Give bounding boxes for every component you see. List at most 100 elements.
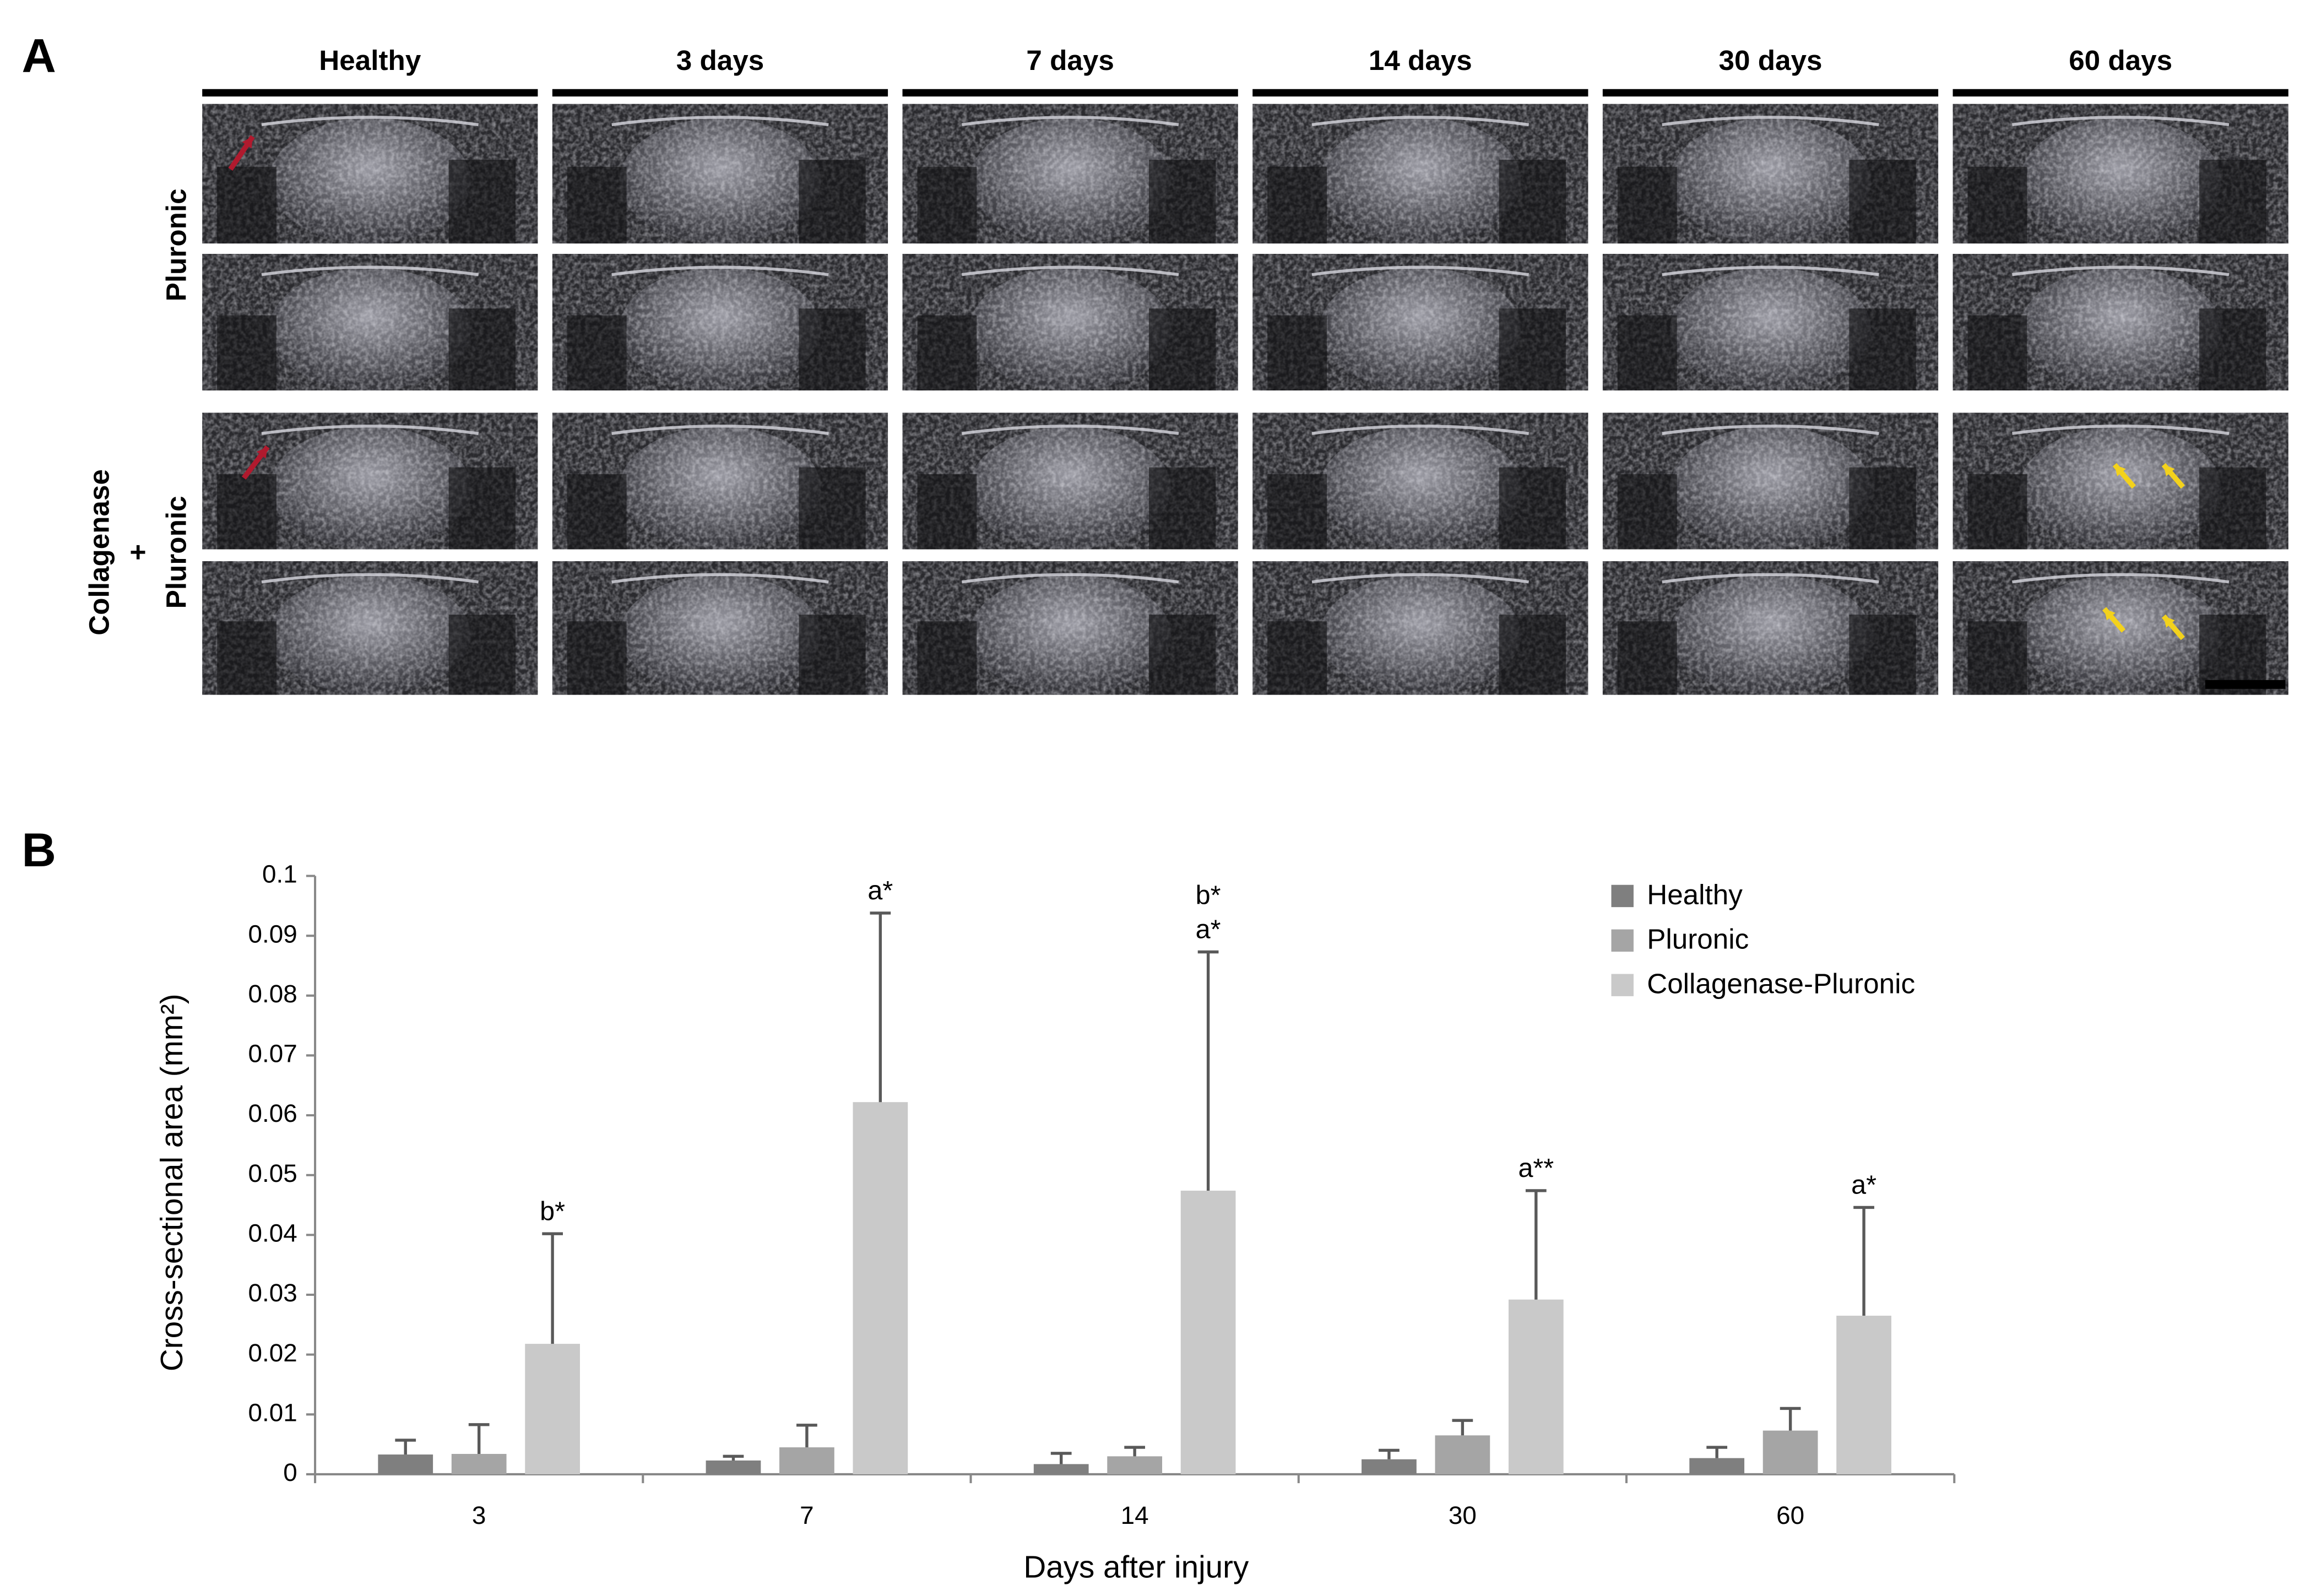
shadow-right (1499, 308, 1566, 390)
bar-chart: 0 0.01 0.02 0.03 0.04 0.05 0.06 0.07 0.08 0.09 0.1… (154, 860, 1956, 1584)
error-bar (1525, 1189, 1547, 1300)
shadow-left (217, 621, 276, 695)
skin-line (1311, 116, 1529, 127)
ultrasound-image (1602, 561, 1939, 695)
y-tick-label: 0 (283, 1458, 297, 1486)
bar (853, 1102, 908, 1474)
shadow-left (217, 166, 276, 244)
shadow-right (448, 615, 516, 695)
shadow-left (1267, 166, 1327, 244)
ultrasound-image (1252, 104, 1588, 244)
shadow-right (1499, 467, 1566, 550)
shadow-right (799, 160, 866, 244)
shadow-left (217, 474, 276, 550)
shadow-left (1267, 621, 1327, 695)
shadow-left (1617, 166, 1677, 244)
y-tick-label: 0.02 (248, 1339, 297, 1367)
bar (451, 1454, 507, 1474)
bar (1107, 1456, 1163, 1474)
shadow-right (1499, 615, 1566, 695)
ultrasound-image (902, 104, 1238, 244)
skin-line (1311, 425, 1529, 435)
error-bar (542, 1232, 563, 1344)
error-bar (1379, 1448, 1400, 1459)
error-bar (1706, 1446, 1728, 1458)
header-bar (902, 89, 1238, 97)
column-header: 60 days (2069, 45, 2172, 76)
significance-label: b* (1196, 881, 1221, 910)
legend-label: Healthy (1647, 879, 1743, 910)
arrow-head (2114, 464, 2126, 476)
skin-line (961, 116, 1179, 127)
shadow-left (567, 474, 627, 550)
significance-label: a* (1196, 915, 1221, 944)
y-tick-label: 0.06 (248, 1099, 297, 1127)
shadow-right (1849, 308, 1916, 390)
shadow-left (917, 315, 977, 390)
y-tick-label: 0.09 (248, 920, 297, 948)
column-header: Healthy (319, 45, 421, 76)
shadow-right (2199, 160, 2266, 244)
column-header: 14 days (1369, 45, 1472, 76)
skin-line (261, 116, 479, 127)
legend-label: Pluronic (1647, 924, 1749, 955)
shadow-right (1849, 615, 1916, 695)
error-bar (723, 1454, 744, 1461)
y-tick-label: 0.01 (248, 1398, 297, 1426)
shadow-right (799, 615, 866, 695)
y-tick-label: 0.1 (262, 860, 297, 888)
y-tick-label: 0.07 (248, 1040, 297, 1068)
significance-label: a* (1851, 1170, 1876, 1199)
header-bar (1252, 89, 1588, 97)
ultrasound-image (1602, 104, 1939, 244)
skin-line (1662, 573, 1879, 584)
bar (1362, 1459, 1417, 1474)
skin-line (2012, 573, 2230, 584)
shadow-right (799, 308, 866, 390)
ultrasound-image (202, 104, 538, 244)
error-bar (1197, 950, 1219, 1191)
shadow-left (567, 621, 627, 695)
shadow-right (1149, 467, 1216, 550)
skin-line (261, 573, 479, 584)
significance-label: b* (540, 1196, 565, 1226)
legend-swatch (1611, 974, 1634, 996)
x-tick-label: 30 (1449, 1501, 1477, 1529)
column-header: 3 days (676, 45, 764, 76)
bar (1836, 1316, 1891, 1474)
column-header: 7 days (1026, 45, 1114, 76)
ultrasound-image (902, 561, 1238, 695)
arrow-head (257, 447, 268, 459)
x-tick-label: 14 (1121, 1501, 1149, 1529)
skin-line (1662, 116, 1879, 127)
ultrasound-image (202, 561, 538, 695)
bar (525, 1344, 580, 1474)
shadow-right (2199, 467, 2266, 550)
skin-line (611, 573, 829, 584)
header-bar (1953, 89, 2288, 97)
shadow-right (1149, 615, 1216, 695)
shadow-right (1849, 160, 1916, 244)
legend-swatch (1611, 929, 1634, 952)
ultrasound-image (1953, 412, 2288, 550)
shadow-left (1617, 621, 1677, 695)
y-tick-label: 0.08 (248, 980, 297, 1008)
ultrasound-panel: Healthy 3 days 7 days 14 days 30 days 60 days… (83, 45, 2288, 695)
skin-line (261, 425, 479, 435)
arrow-head (2163, 464, 2175, 476)
arrow-head (2104, 609, 2116, 621)
shadow-right (1149, 308, 1216, 390)
shadow-left (1617, 315, 1677, 390)
ultrasound-image (1252, 253, 1588, 390)
bar (1762, 1430, 1818, 1474)
ultrasound-image (552, 412, 888, 550)
header-bar (202, 89, 538, 97)
ultrasound-image (202, 412, 538, 550)
shadow-left (567, 315, 627, 390)
shadow-right (448, 308, 516, 390)
shadow-left (1967, 166, 2027, 244)
skin-line (1662, 425, 1879, 435)
skin-line (611, 425, 829, 435)
